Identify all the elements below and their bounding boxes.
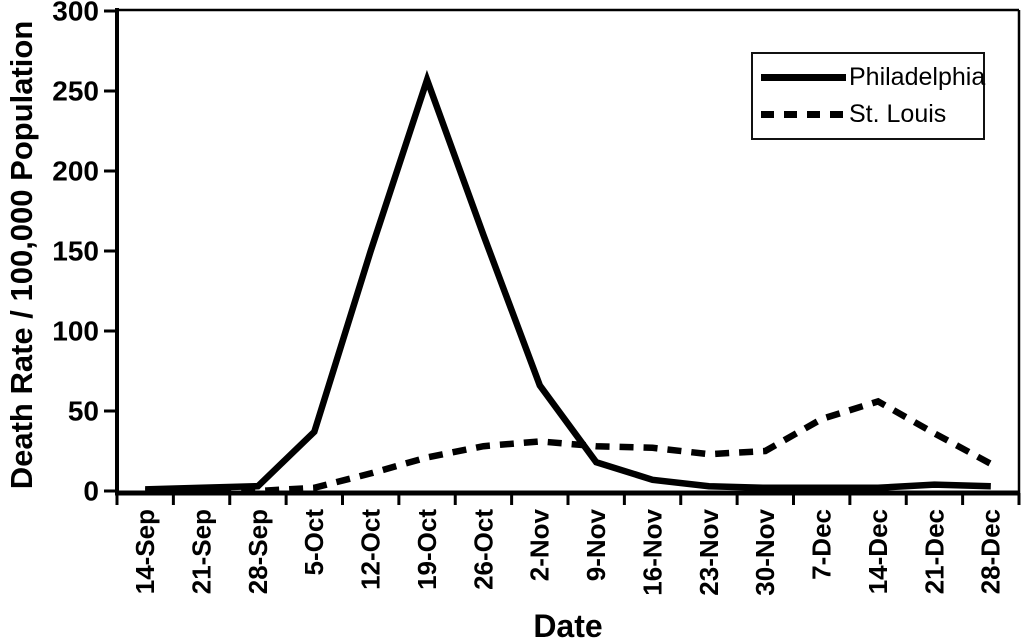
x-tick-label: 12-Oct: [356, 509, 386, 590]
st-louis-line: [145, 397, 993, 495]
x-tick-label: 2-Nov: [525, 508, 555, 581]
y-tick-label: 50: [68, 396, 99, 427]
legend-item-st-louis: St. Louis: [761, 99, 983, 129]
x-tick-label: 28-Sep: [243, 509, 273, 594]
x-tick-label: 7-Dec: [807, 509, 837, 580]
x-tick-label: 21-Dec: [919, 509, 949, 594]
x-tick-label: 16-Nov: [637, 508, 667, 595]
y-axis-title: Death Rate / 100,000 Population: [4, 20, 39, 490]
x-tick-label: 14-Sep: [130, 509, 160, 594]
x-axis-title: Date: [533, 608, 603, 644]
x-tick-label: 21-Sep: [186, 509, 216, 594]
y-tick-label: 200: [52, 156, 99, 187]
y-tick-label: 0: [83, 476, 99, 507]
y-tick-label: 300: [52, 0, 99, 27]
dashed-line-sample: [761, 111, 846, 119]
legend-label-philadelphia: Philadelphia: [849, 62, 986, 91]
x-tick-label: 26-Oct: [468, 509, 498, 590]
y-tick-label: 250: [52, 76, 99, 107]
x-tick-label: 5-Oct: [299, 509, 329, 576]
legend: Philadelphia St. Louis: [751, 52, 985, 140]
legend-item-philadelphia: Philadelphia: [761, 62, 986, 92]
x-tick-label: 19-Oct: [412, 509, 442, 590]
philadelphia-line: [145, 69, 991, 493]
x-tick-label: 28-Dec: [976, 509, 1006, 594]
y-tick-label: 100: [52, 316, 99, 347]
x-tick-label: 30-Nov: [750, 508, 780, 595]
legend-label-st-louis: St. Louis: [849, 99, 947, 128]
y-tick-label: 150: [52, 236, 99, 267]
x-tick-label: 23-Nov: [694, 508, 724, 595]
x-tick-label: 14-Dec: [863, 509, 893, 594]
solid-line-sample: [761, 73, 846, 81]
x-tick-label: 9-Nov: [581, 508, 611, 581]
